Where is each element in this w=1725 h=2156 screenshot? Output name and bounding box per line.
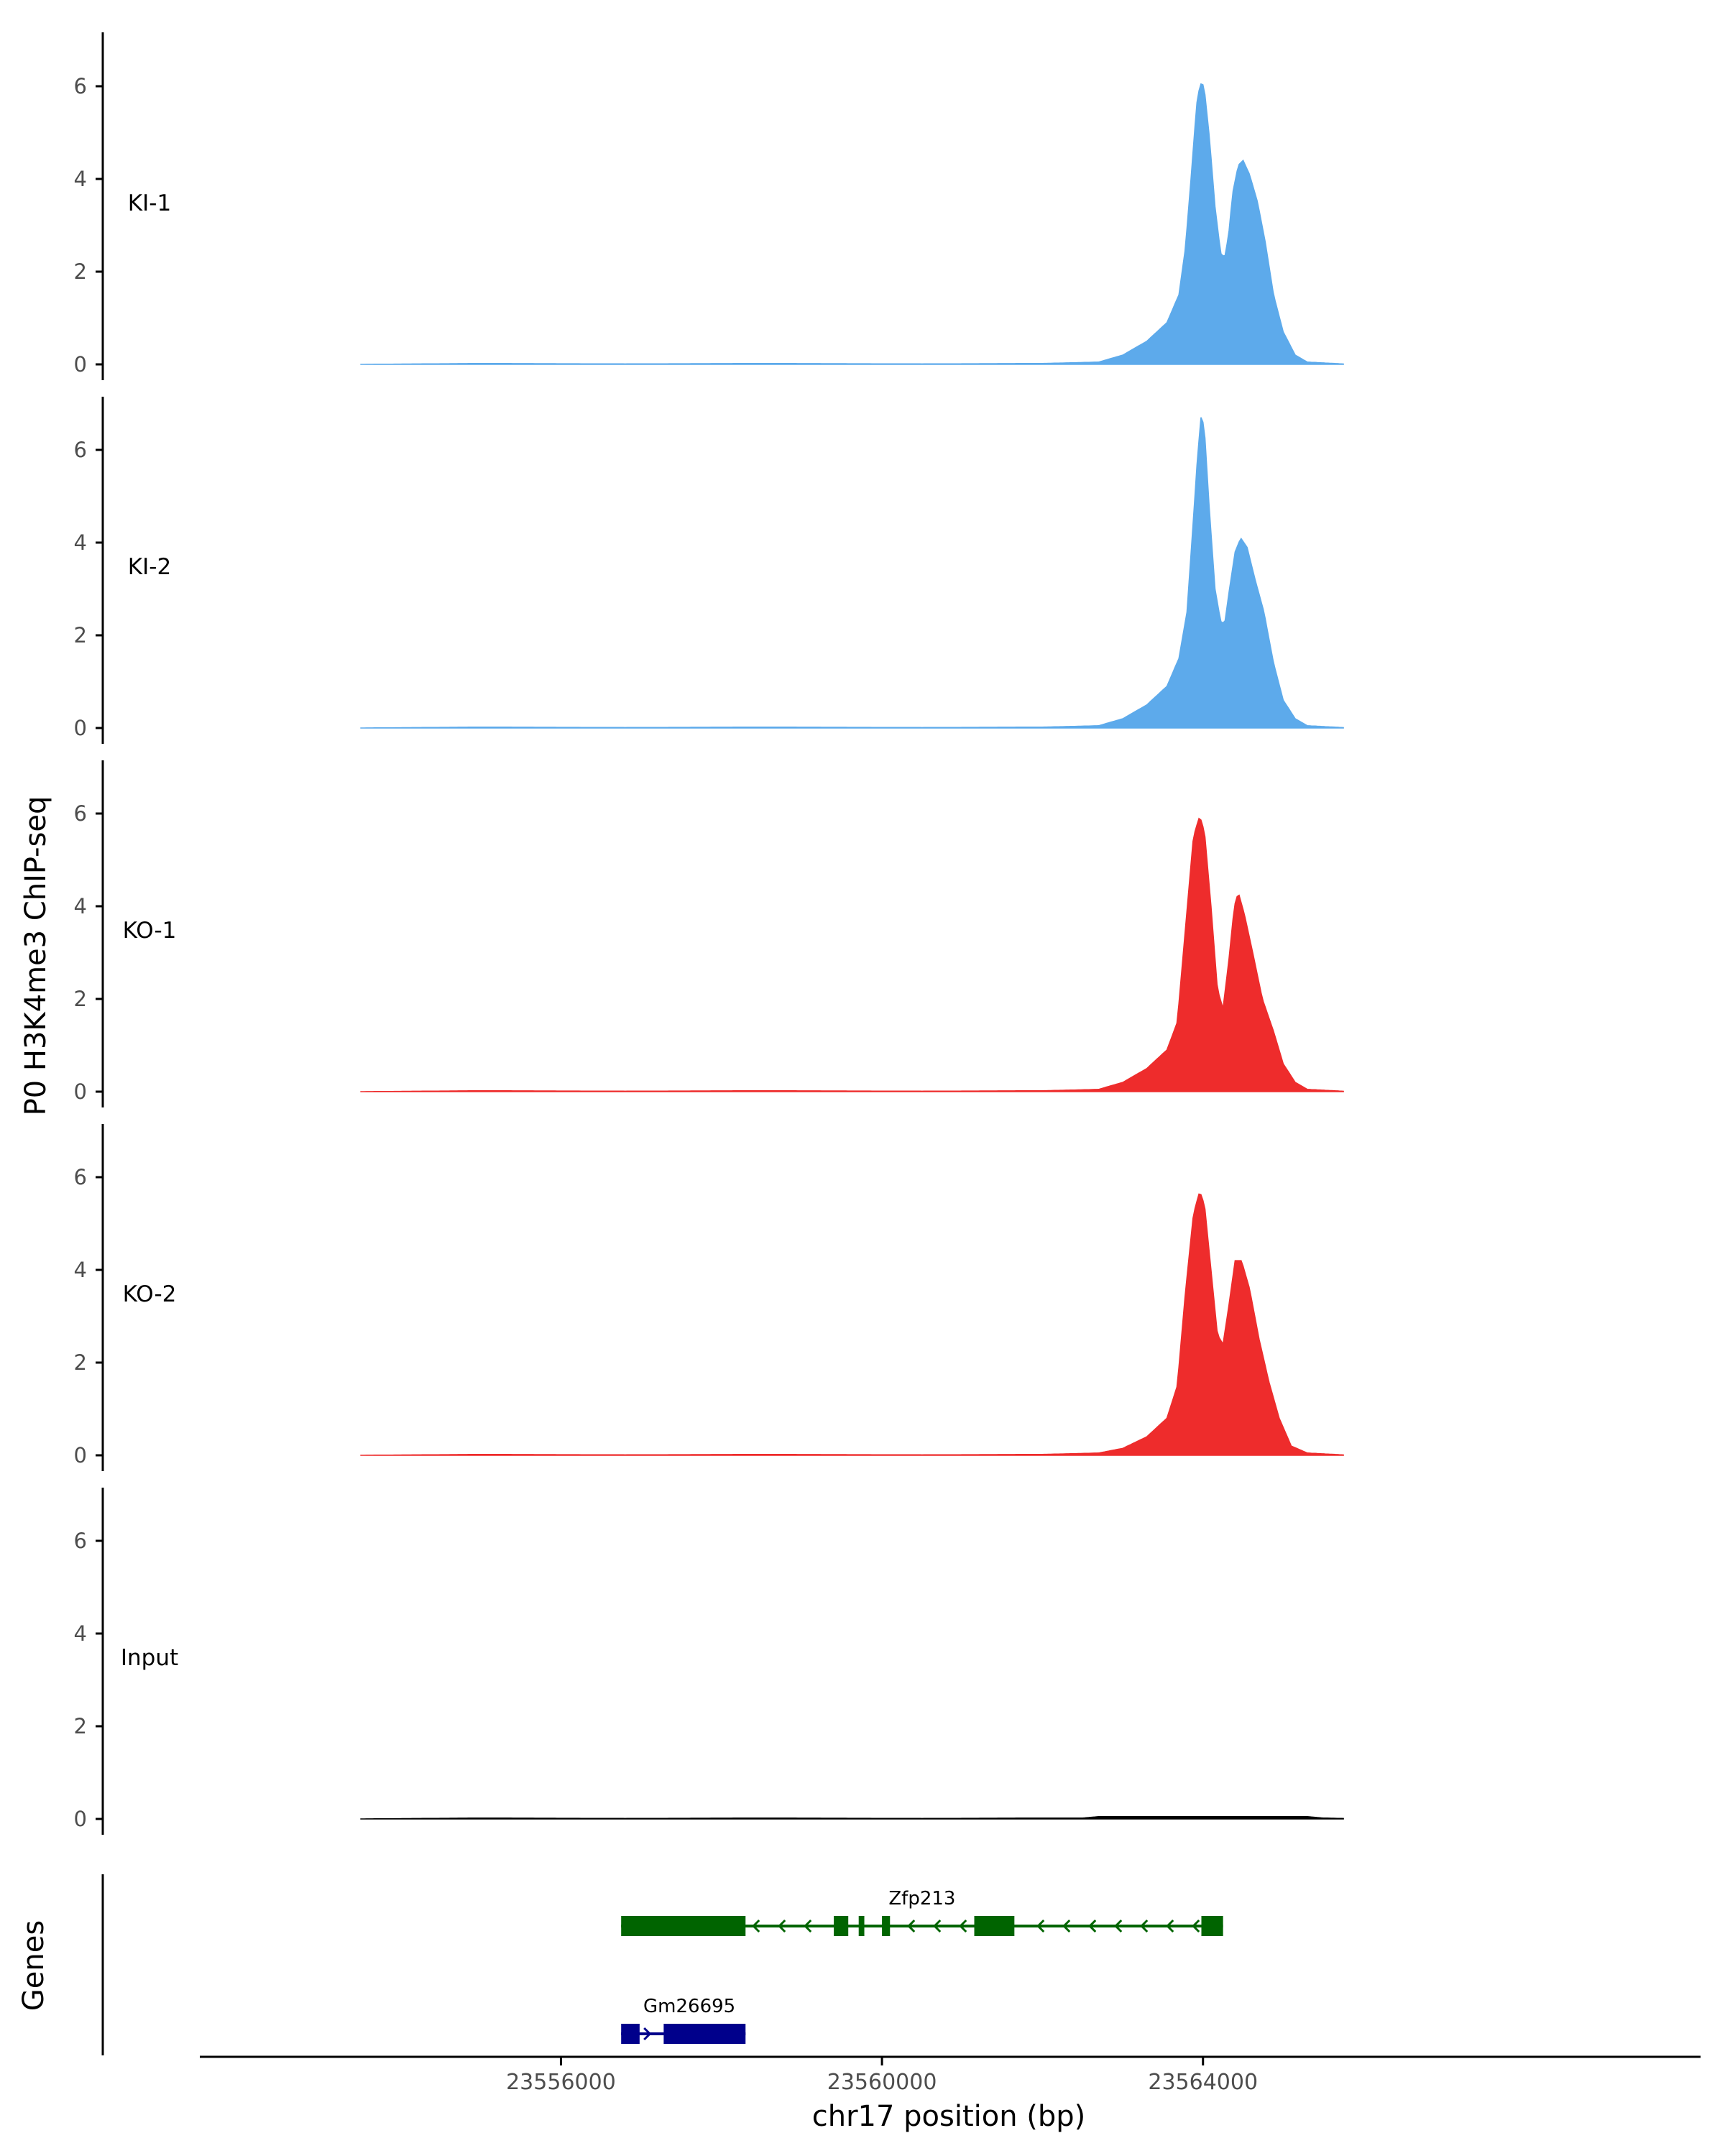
y-tick-label: 6 — [74, 1529, 87, 1553]
gene-exon — [1201, 1916, 1223, 1936]
strand-chevron — [778, 1919, 786, 1933]
strand-chevron — [1062, 1919, 1071, 1933]
y-tick-label: 6 — [74, 74, 87, 98]
panel-ko-2: 0 2 4 6 KO-2 — [74, 1124, 1344, 1471]
y-tick-label: 2 — [74, 259, 87, 284]
gene-exon — [621, 1916, 746, 1936]
strand-chevron — [1192, 1919, 1200, 1933]
genes-axis-title: Genes — [17, 1920, 50, 2011]
strand-chevron — [1036, 1919, 1045, 1933]
strand-chevron — [959, 1919, 967, 1933]
strand-chevron — [1166, 1919, 1174, 1933]
y-tick-label: 2 — [74, 623, 87, 648]
strand-chevron — [1140, 1919, 1149, 1933]
y-tick-label: 4 — [74, 894, 87, 918]
x-tick-label: 23556000 — [506, 2070, 616, 2095]
gene-zfp213: Zfp213 — [621, 1888, 1223, 1936]
signal-area-ko-1 — [360, 817, 1344, 1092]
gene-exon — [974, 1916, 1015, 1936]
strand-chevron — [1114, 1919, 1123, 1933]
y-tick-label: 2 — [74, 1714, 87, 1738]
signal-area-input — [360, 1816, 1344, 1820]
panel-ki-2: 0 2 4 6 KI-2 — [74, 397, 1344, 744]
gene-exon — [882, 1916, 891, 1936]
x-axis-title: chr17 position (bp) — [812, 2100, 1086, 2133]
gene-gm26695: Gm26695 — [621, 1996, 746, 2044]
x-axis: 23556000 23560000 23564000 — [200, 2055, 1701, 2095]
x-tick-label: 23564000 — [1148, 2070, 1258, 2095]
y-tick-label: 0 — [74, 1807, 87, 1831]
signal-area-ki-1 — [360, 83, 1344, 365]
y-tick-label: 0 — [74, 716, 87, 740]
gene-exon — [858, 1916, 865, 1936]
track-label: Input — [121, 1645, 178, 1671]
y-tick-label: 6 — [74, 438, 87, 462]
panel-ko-1: 0 2 4 6 KO-1 — [74, 760, 1344, 1107]
track-label: KO-2 — [123, 1281, 177, 1307]
y-tick-label: 6 — [74, 801, 87, 826]
y-tick-label: 4 — [74, 1621, 87, 1646]
strand-chevron — [1088, 1919, 1097, 1933]
gene-label: Gm26695 — [643, 1996, 735, 2017]
strand-chevron — [752, 1919, 760, 1933]
y-tick-label: 2 — [74, 987, 87, 1011]
strand-chevron — [804, 1919, 812, 1933]
gene-exon — [834, 1916, 849, 1936]
x-tick-label: 23560000 — [827, 2070, 937, 2095]
y-tick-label: 0 — [74, 352, 87, 377]
y-tick-label: 4 — [74, 1258, 87, 1282]
panel-input: 0 2 4 6 Input — [74, 1488, 1344, 1835]
strand-chevron — [933, 1919, 942, 1933]
y-tick-label: 0 — [74, 1443, 87, 1468]
track-label: KO-1 — [123, 918, 177, 944]
y-tick-label: 4 — [74, 530, 87, 555]
gene-models: Zfp213 Gm26695 — [621, 1888, 1223, 2044]
track-label: KI-1 — [128, 190, 171, 216]
gene-label: Zfp213 — [888, 1888, 955, 1909]
y-tick-label: 6 — [74, 1165, 87, 1189]
panel-ki-1: 0 2 4 6 KI-1 — [74, 32, 1344, 380]
strand-chevron — [907, 1919, 916, 1933]
signal-area-ki-2 — [360, 417, 1344, 729]
genes-panel: Zfp213 Gm26695 Genes — [17, 1874, 1223, 2055]
signal-area-ko-2 — [360, 1193, 1344, 1456]
y-axis-title: P0 H3K4me3 ChIP-seq — [19, 796, 52, 1116]
gene-exon — [621, 2024, 640, 2044]
y-tick-label: 2 — [74, 1350, 87, 1375]
gene-exon — [663, 2024, 746, 2044]
y-tick-label: 0 — [74, 1079, 87, 1104]
track-label: KI-2 — [128, 554, 171, 580]
strand-chevron — [643, 2027, 652, 2041]
signal-panels: 0 2 4 6 KI-1 0 2 4 6 KI-2 0 2 4 6 KO-1 0 2 4 6 KO-2 0 2 4 6 Inpu… — [74, 32, 1344, 1835]
y-tick-label: 4 — [74, 167, 87, 191]
